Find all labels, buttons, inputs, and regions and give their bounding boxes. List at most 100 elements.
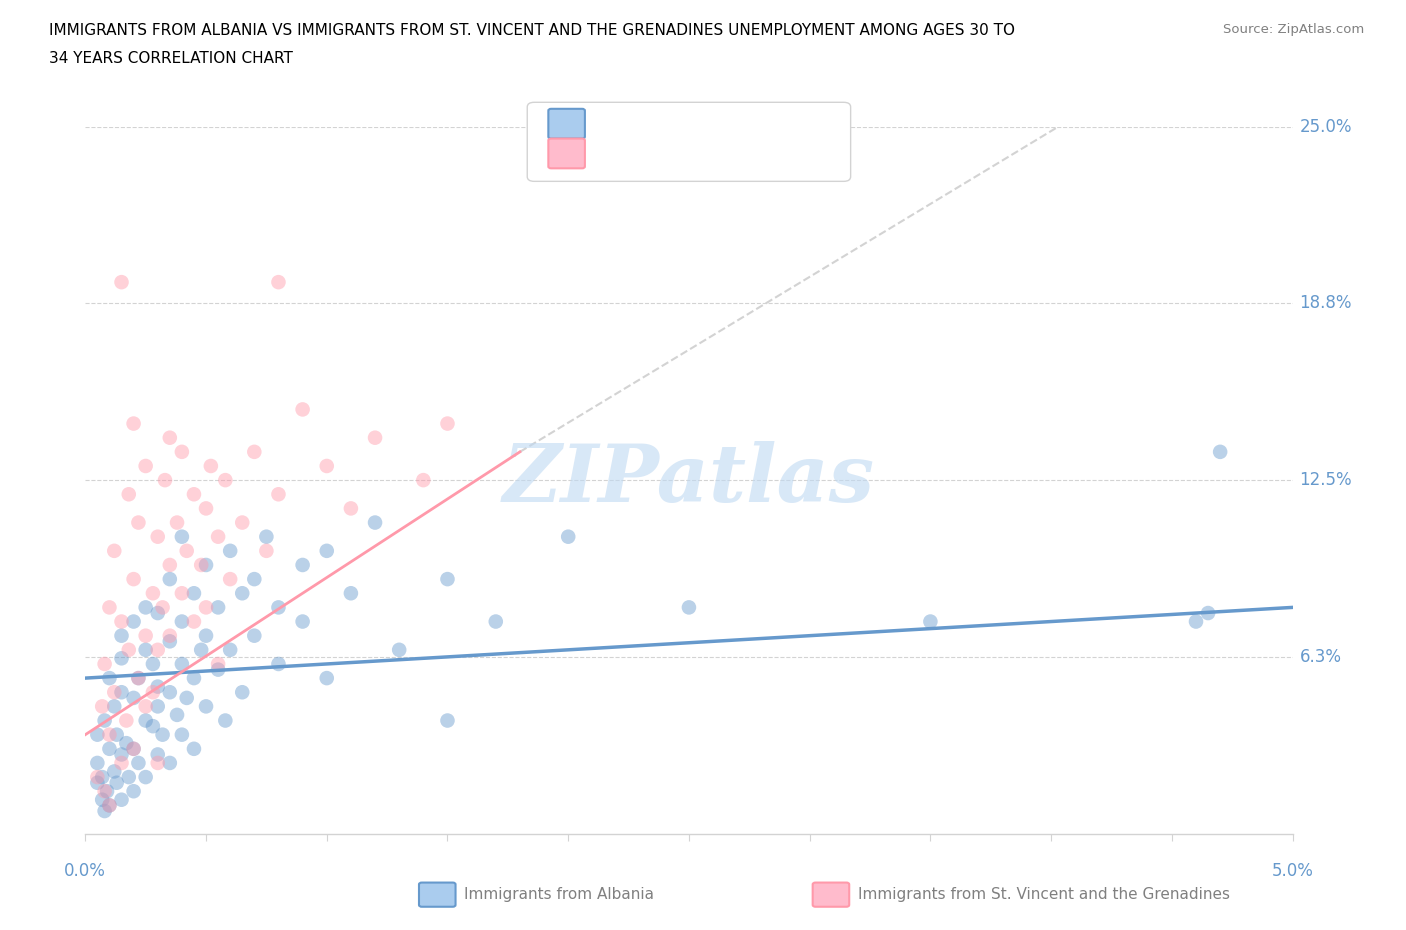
Point	[110, 792, 132, 807]
Point	[110, 755, 132, 770]
Point	[127, 515, 149, 530]
Point	[557, 529, 579, 544]
Point	[159, 634, 181, 649]
Point	[96, 784, 118, 799]
Text: ZIPatlas: ZIPatlas	[503, 442, 875, 519]
Point	[103, 764, 125, 778]
Point	[920, 614, 942, 629]
Point	[110, 274, 132, 289]
Point	[1197, 605, 1219, 620]
Point	[207, 657, 229, 671]
Point	[183, 741, 205, 756]
Point	[159, 572, 181, 587]
Point	[170, 614, 193, 629]
Point	[135, 600, 157, 615]
Point	[110, 684, 132, 699]
Point	[122, 690, 145, 705]
Point	[86, 776, 108, 790]
Point	[364, 515, 387, 530]
Point	[86, 727, 108, 742]
Point	[364, 431, 387, 445]
Point	[122, 741, 145, 756]
Point	[98, 741, 121, 756]
Point	[183, 671, 205, 685]
Point	[122, 572, 145, 587]
Point	[110, 651, 132, 666]
Text: Immigrants from St. Vincent and the Grenadines: Immigrants from St. Vincent and the Gren…	[858, 887, 1230, 902]
Point	[267, 657, 290, 671]
Point	[86, 770, 108, 785]
Point	[170, 445, 193, 459]
Point	[267, 274, 290, 289]
Point	[170, 727, 193, 742]
Point	[127, 671, 149, 685]
Point	[291, 614, 314, 629]
Point	[166, 708, 188, 723]
Point	[146, 529, 169, 544]
Point	[254, 543, 277, 558]
Point	[115, 736, 138, 751]
Point	[98, 671, 121, 685]
Point	[146, 699, 169, 714]
Point	[142, 586, 165, 601]
Text: 12.5%: 12.5%	[1299, 472, 1353, 489]
Point	[103, 699, 125, 714]
Point	[135, 629, 157, 644]
Point	[93, 784, 115, 799]
Point	[122, 416, 145, 431]
Point	[93, 804, 115, 818]
Point	[142, 657, 165, 671]
Point	[485, 614, 508, 629]
Point	[214, 713, 236, 728]
Point	[170, 657, 193, 671]
Point	[122, 741, 145, 756]
Point	[146, 605, 169, 620]
Point	[207, 662, 229, 677]
Point	[170, 586, 193, 601]
Point	[243, 445, 266, 459]
Point	[159, 755, 181, 770]
Point	[105, 776, 128, 790]
Point	[142, 719, 165, 734]
Point	[159, 557, 181, 572]
Point	[159, 431, 181, 445]
Point	[291, 402, 314, 417]
Point	[231, 684, 253, 699]
Point	[103, 543, 125, 558]
Point	[146, 747, 169, 762]
Text: Immigrants from Albania: Immigrants from Albania	[464, 887, 654, 902]
Point	[170, 529, 193, 544]
Point	[153, 472, 176, 487]
Point	[118, 643, 141, 658]
Point	[152, 727, 174, 742]
Point	[207, 529, 229, 544]
Point	[219, 543, 242, 558]
Point	[86, 755, 108, 770]
Point	[340, 501, 363, 516]
Point	[159, 629, 181, 644]
Point	[98, 798, 121, 813]
Point	[200, 458, 222, 473]
Point	[195, 699, 218, 714]
Point	[1209, 445, 1232, 459]
Point	[142, 684, 165, 699]
Point	[388, 643, 411, 658]
Point	[91, 699, 114, 714]
Point	[103, 684, 125, 699]
Text: R = 0.092   N = 84: R = 0.092 N = 84	[593, 114, 751, 133]
Point	[91, 770, 114, 785]
Point	[146, 679, 169, 694]
Point	[214, 472, 236, 487]
Text: 5.0%: 5.0%	[1271, 861, 1313, 880]
Point	[146, 643, 169, 658]
Point	[98, 798, 121, 813]
Point	[176, 543, 198, 558]
Text: 6.3%: 6.3%	[1299, 648, 1341, 666]
Point	[291, 557, 314, 572]
Point	[166, 515, 188, 530]
Point	[135, 770, 157, 785]
Point	[231, 586, 253, 601]
Point	[91, 792, 114, 807]
Text: 18.8%: 18.8%	[1299, 295, 1353, 312]
Point	[183, 614, 205, 629]
